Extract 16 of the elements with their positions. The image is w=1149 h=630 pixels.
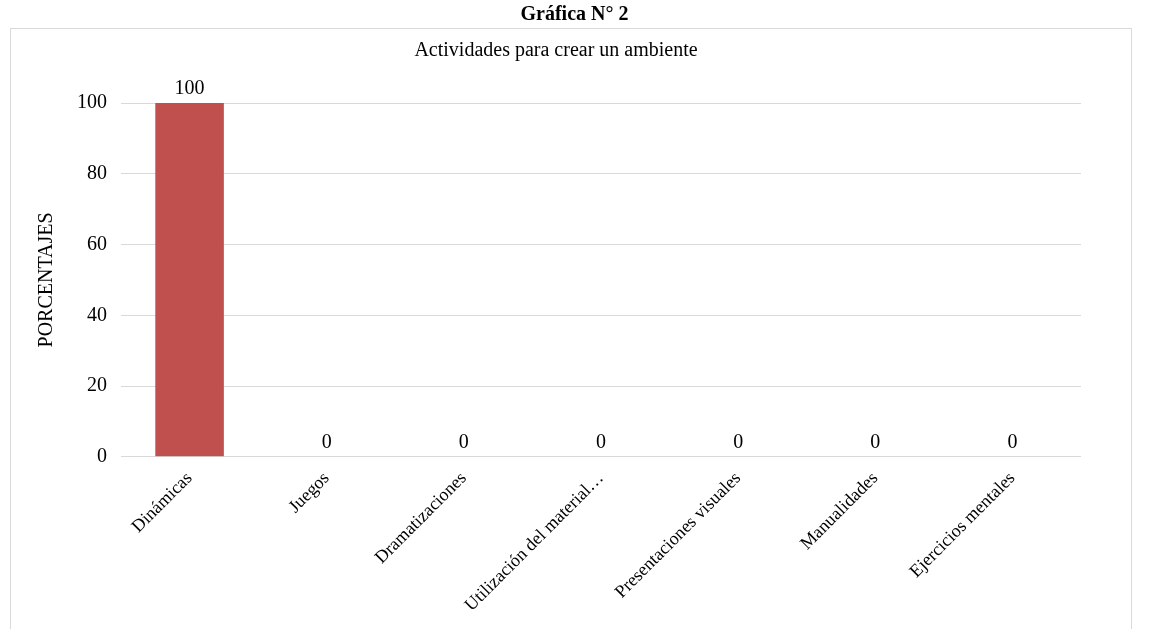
y-tick-label: 80 <box>87 161 107 184</box>
data-label: 0 <box>596 430 606 453</box>
data-label: 0 <box>733 430 744 453</box>
text: Gráfica N° 2 <box>519 1 630 26</box>
chart-title: Actividades para crear un ambiente <box>414 38 698 62</box>
data-label: 0 <box>1007 430 1018 453</box>
y-tick-label: 20 <box>87 373 107 396</box>
y-axis-title: PORCENTAJES <box>34 212 57 348</box>
y-tick-label: 100 <box>77 90 107 113</box>
y-tick-label: 0 <box>97 444 107 467</box>
y-tick-label: 40 <box>87 302 107 325</box>
data-label: 0 <box>321 430 332 453</box>
data-label: 0 <box>870 430 881 453</box>
data-label: 0 <box>458 430 469 453</box>
data-label: 100 <box>174 76 205 99</box>
y-tick-label: 60 <box>87 231 107 254</box>
